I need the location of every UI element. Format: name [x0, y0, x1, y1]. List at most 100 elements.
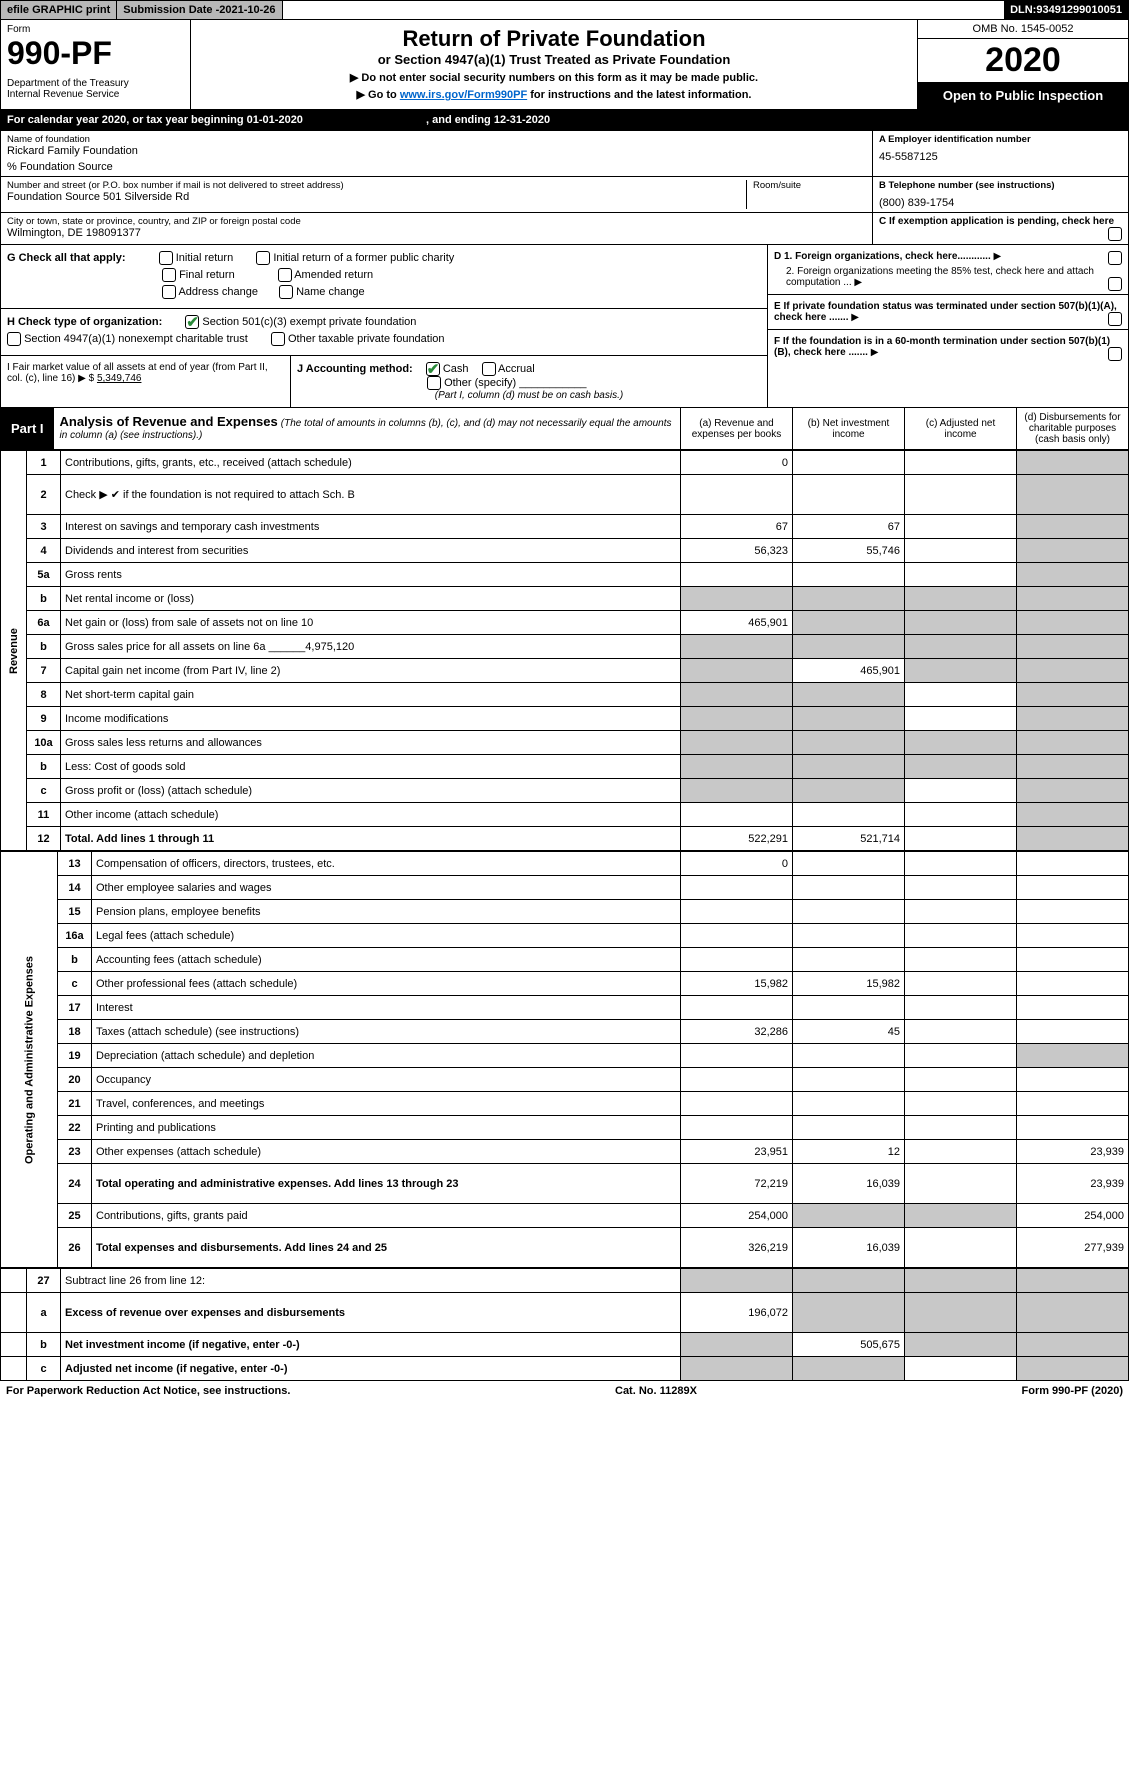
dln: DLN: 93491299010051: [1004, 1, 1128, 19]
table-row: 9Income modifications: [1, 707, 1129, 731]
table-row: 19Depreciation (attach schedule) and dep…: [1, 1044, 1129, 1068]
table-row: aExcess of revenue over expenses and dis…: [1, 1293, 1129, 1333]
g-initial-checkbox[interactable]: [159, 251, 173, 265]
revenue-table: Revenue1Contributions, gifts, grants, et…: [0, 450, 1129, 851]
table-row: bNet investment income (if negative, ent…: [1, 1333, 1129, 1357]
city-cell: City or town, state or province, country…: [1, 213, 873, 244]
h-501c3-checkbox[interactable]: [185, 315, 199, 329]
address-cell: Number and street (or P.O. box number if…: [1, 177, 873, 213]
d-e-f-block: D 1. Foreign organizations, check here..…: [768, 245, 1128, 407]
col-b-hdr: (b) Net investment income: [792, 408, 904, 449]
table-row: 14Other employee salaries and wages: [1, 876, 1129, 900]
table-row: 27Subtract line 26 from line 12:: [1, 1269, 1129, 1293]
calendar-year-row: For calendar year 2020, or tax year begi…: [0, 110, 1129, 131]
c-checkbox[interactable]: [1108, 227, 1122, 241]
open-public: Open to Public Inspection: [918, 82, 1128, 109]
g-amended-checkbox[interactable]: [278, 268, 292, 282]
efile-label: efile GRAPHIC print: [1, 1, 117, 19]
table-row: 17Interest: [1, 996, 1129, 1020]
table-row: 12Total. Add lines 1 through 11522,29152…: [1, 827, 1129, 851]
g-row: G Check all that apply: Initial return I…: [1, 245, 767, 309]
table-row: bNet rental income or (loss): [1, 587, 1129, 611]
table-row: 24Total operating and administrative exp…: [1, 1164, 1129, 1204]
table-row: 3Interest on savings and temporary cash …: [1, 515, 1129, 539]
col-a-hdr: (a) Revenue and expenses per books: [680, 408, 792, 449]
table-row: 8Net short-term capital gain: [1, 683, 1129, 707]
table-row: 15Pension plans, employee benefits: [1, 900, 1129, 924]
col-c-hdr: (c) Adjusted net income: [904, 408, 1016, 449]
topbar: efile GRAPHIC print Submission Date - 20…: [0, 0, 1129, 20]
side-label: Revenue: [1, 451, 27, 851]
table-row: bAccounting fees (attach schedule): [1, 948, 1129, 972]
f-checkbox[interactable]: [1108, 347, 1122, 361]
form-note-1: ▶ Do not enter social security numbers o…: [201, 71, 907, 84]
expense-table: Operating and Administrative Expenses13C…: [0, 851, 1129, 1268]
table-row: 7Capital gain net income (from Part IV, …: [1, 659, 1129, 683]
ein-cell: A Employer identification number 45-5587…: [873, 131, 1128, 177]
form-title: Return of Private Foundation: [201, 26, 907, 52]
footer: For Paperwork Reduction Act Notice, see …: [0, 1381, 1129, 1401]
g-final-checkbox[interactable]: [162, 268, 176, 282]
form-subtitle: or Section 4947(a)(1) Trust Treated as P…: [201, 52, 907, 67]
form-link[interactable]: www.irs.gov/Form990PF: [400, 89, 527, 101]
part1-tag: Part I: [1, 408, 54, 449]
i-row: I Fair market value of all assets at end…: [1, 356, 291, 407]
table-row: 2Check ▶ ✔ if the foundation is not requ…: [1, 475, 1129, 515]
side-label: Operating and Administrative Expenses: [1, 852, 58, 1268]
table-row: 11Other income (attach schedule): [1, 803, 1129, 827]
table-row: 5aGross rents: [1, 563, 1129, 587]
form-note-2: ▶ Go to www.irs.gov/Form990PF for instru…: [201, 88, 907, 101]
g-address-checkbox[interactable]: [162, 285, 176, 299]
j-accrual-checkbox[interactable]: [482, 362, 496, 376]
part1-desc: Analysis of Revenue and Expenses (The to…: [54, 408, 680, 449]
table-row: 22Printing and publications: [1, 1116, 1129, 1140]
table-row: Revenue1Contributions, gifts, grants, et…: [1, 451, 1129, 475]
g-name-checkbox[interactable]: [279, 285, 293, 299]
table-row: cAdjusted net income (if negative, enter…: [1, 1357, 1129, 1381]
footer-right: Form 990-PF (2020): [1022, 1385, 1123, 1397]
department: Department of the Treasury Internal Reve…: [7, 78, 184, 100]
table-row: 18Taxes (attach schedule) (see instructi…: [1, 1020, 1129, 1044]
tax-year: 2020: [918, 39, 1128, 82]
table-row: bGross sales price for all assets on lin…: [1, 635, 1129, 659]
form-header: Form 990-PF Department of the Treasury I…: [0, 20, 1129, 110]
form-number: 990-PF: [7, 35, 184, 72]
col-d-hdr: (d) Disbursements for charitable purpose…: [1016, 408, 1128, 449]
omb-number: OMB No. 1545-0052: [918, 20, 1128, 39]
g-initial-former-checkbox[interactable]: [256, 251, 270, 265]
table-row: 6aNet gain or (loss) from sale of assets…: [1, 611, 1129, 635]
phone-cell: B Telephone number (see instructions) (8…: [873, 177, 1128, 213]
d1-checkbox[interactable]: [1108, 251, 1122, 265]
table-row: 25Contributions, gifts, grants paid254,0…: [1, 1204, 1129, 1228]
table-row: 20Occupancy: [1, 1068, 1129, 1092]
submission-date: Submission Date - 2021-10-26: [117, 1, 282, 19]
table-row: 23Other expenses (attach schedule)23,951…: [1, 1140, 1129, 1164]
summary-table: 27Subtract line 26 from line 12:aExcess …: [0, 1268, 1129, 1381]
form-year-block: OMB No. 1545-0052 2020 Open to Public In…: [918, 20, 1128, 109]
table-row: 26Total expenses and disbursements. Add …: [1, 1228, 1129, 1268]
identification-grid: Name of foundation Rickard Family Founda…: [0, 131, 1129, 245]
h-other-checkbox[interactable]: [271, 332, 285, 346]
j-cash-checkbox[interactable]: [426, 362, 440, 376]
e-checkbox[interactable]: [1108, 312, 1122, 326]
j-other-checkbox[interactable]: [427, 376, 441, 390]
footer-mid: Cat. No. 11289X: [615, 1385, 697, 1397]
h-4947-checkbox[interactable]: [7, 332, 21, 346]
c-cell: C If exemption application is pending, c…: [873, 213, 1128, 244]
table-row: cOther professional fees (attach schedul…: [1, 972, 1129, 996]
part1-header: Part I Analysis of Revenue and Expenses …: [0, 408, 1129, 450]
table-row: bLess: Cost of goods sold: [1, 755, 1129, 779]
footer-left: For Paperwork Reduction Act Notice, see …: [6, 1385, 290, 1397]
form-number-block: Form 990-PF Department of the Treasury I…: [1, 20, 191, 109]
table-row: 21Travel, conferences, and meetings: [1, 1092, 1129, 1116]
h-row: H Check type of organization: Section 50…: [1, 309, 767, 356]
table-row: 4Dividends and interest from securities5…: [1, 539, 1129, 563]
table-row: 16aLegal fees (attach schedule): [1, 924, 1129, 948]
table-row: cGross profit or (loss) (attach schedule…: [1, 779, 1129, 803]
d2-checkbox[interactable]: [1108, 277, 1122, 291]
foundation-name-cell: Name of foundation Rickard Family Founda…: [1, 131, 873, 177]
j-row: J Accounting method: Cash Accrual Other …: [291, 356, 767, 407]
table-row: 10aGross sales less returns and allowanc…: [1, 731, 1129, 755]
form-title-block: Return of Private Foundation or Section …: [191, 20, 918, 109]
table-row: Operating and Administrative Expenses13C…: [1, 852, 1129, 876]
